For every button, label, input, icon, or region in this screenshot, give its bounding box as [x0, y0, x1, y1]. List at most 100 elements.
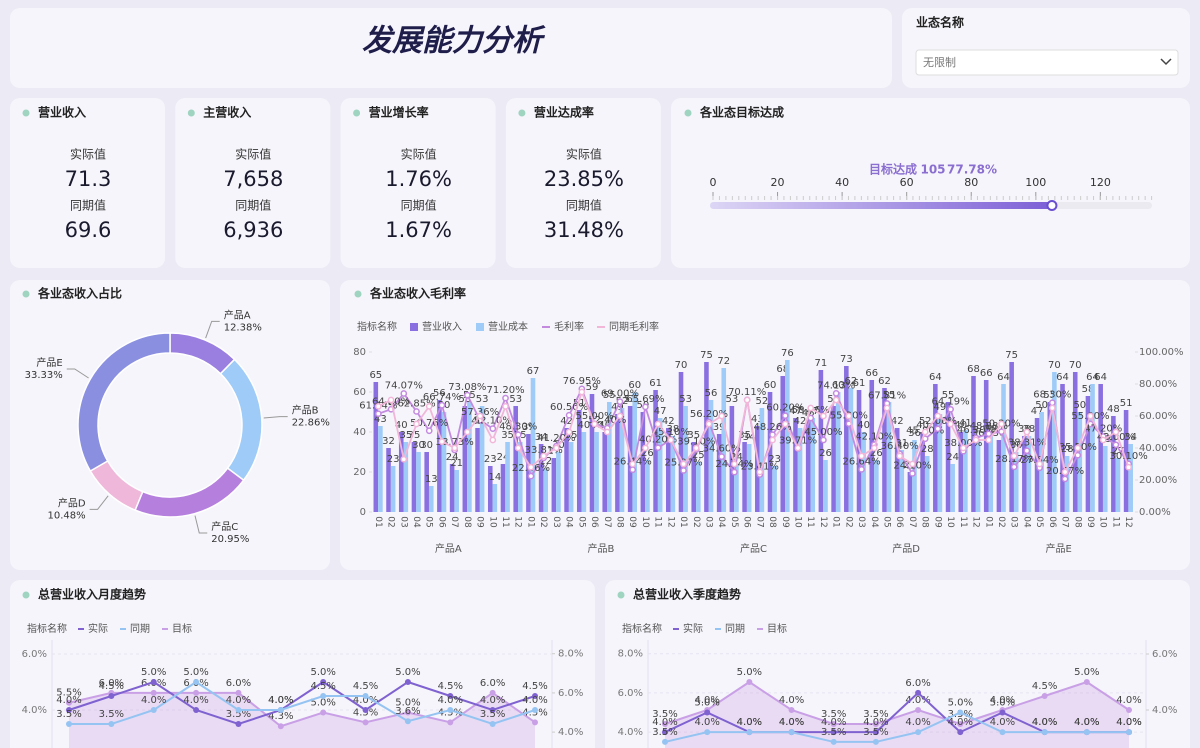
- bar-label: 51: [1120, 398, 1133, 409]
- bar-label: 75: [700, 350, 713, 361]
- line-point: [743, 396, 751, 404]
- bar-label: 65: [369, 370, 382, 381]
- x-tick-label: 01: [678, 516, 688, 527]
- line-point: [999, 729, 1006, 736]
- slice-value: 22.86%: [292, 418, 330, 429]
- y-tick-label: 20: [353, 467, 366, 478]
- x-tick-label: 02: [996, 516, 1006, 527]
- line-point: [603, 428, 611, 436]
- x-tick-label: 10: [640, 516, 650, 528]
- point-label: 4.5%: [353, 681, 378, 692]
- panel-title: 营业达成率: [534, 105, 594, 120]
- bar-label: 52: [756, 396, 769, 407]
- bar-label: 58: [1082, 384, 1095, 395]
- bar: [678, 372, 684, 512]
- x-tick-label: 12: [665, 516, 675, 527]
- bar: [823, 460, 828, 512]
- line-point: [489, 436, 497, 444]
- point-label: 4.0%: [779, 717, 804, 728]
- line: [68, 691, 536, 728]
- line-point: [320, 693, 327, 699]
- line-point: [680, 460, 687, 468]
- bar-label: 24: [446, 452, 459, 463]
- point-label: 4.0%: [694, 695, 719, 706]
- y-tick-label: 4.0%: [618, 727, 643, 738]
- line-point: [1074, 444, 1082, 452]
- line-point: [1087, 412, 1094, 420]
- y2-tick-label: 20.00%: [1139, 475, 1177, 486]
- line-point: [489, 689, 496, 696]
- legend-label: 营业成本: [488, 320, 528, 333]
- chevron: [1160, 58, 1172, 66]
- point-label: 3.5%: [863, 727, 888, 738]
- x-tick-label: 11: [1110, 516, 1120, 527]
- bar: [632, 392, 638, 512]
- bar-label: 43: [751, 414, 764, 425]
- bar-label: 64: [1086, 372, 1099, 383]
- line-point: [540, 452, 548, 460]
- legend-label: 实际: [683, 622, 703, 635]
- point-label: 4.5%: [522, 681, 547, 692]
- kpi-actual-label: 实际值: [70, 147, 106, 162]
- bar: [988, 436, 994, 512]
- line-label: 56.20%: [690, 409, 728, 420]
- line-point: [375, 403, 382, 410]
- kpi-prior-label: 同期值: [401, 198, 437, 213]
- bar-label: 64: [997, 372, 1010, 383]
- line-point: [832, 396, 840, 404]
- line-point: [1083, 679, 1090, 685]
- title-dot: [518, 109, 526, 117]
- x-tick-label: 04: [1021, 516, 1031, 528]
- line-label: 42.00%: [1097, 432, 1135, 443]
- y-tick-label: 6.0%: [22, 649, 47, 660]
- filter-select[interactable]: [915, 49, 1179, 76]
- title-dot: [354, 290, 362, 298]
- x-tick-label: 11: [958, 516, 968, 527]
- point-label: 3.5%: [652, 709, 677, 720]
- line-point: [464, 428, 471, 436]
- line-point: [527, 463, 535, 471]
- y2-tick-label: 40.00%: [1139, 443, 1177, 454]
- line-point: [718, 453, 726, 460]
- line-label: 70.11%: [728, 387, 766, 398]
- point-label: 3.5%: [480, 709, 505, 720]
- group-label: 产品A: [435, 542, 462, 555]
- line-point: [704, 729, 711, 736]
- line-point: [413, 420, 420, 428]
- bar-label: 47: [789, 406, 802, 417]
- bar: [886, 402, 892, 512]
- bar-label: 36: [908, 428, 921, 439]
- y-tick-label: 40: [353, 427, 366, 438]
- bar-label: 59: [586, 382, 599, 393]
- kpi-actual-label: 实际值: [566, 147, 602, 162]
- y-tick-label: 6.0%: [618, 688, 643, 699]
- x-tick-label: 08: [767, 516, 777, 528]
- kpi-prior: 1.67%: [385, 218, 452, 242]
- line-point: [150, 679, 157, 685]
- bar: [492, 484, 498, 512]
- line-point: [1010, 463, 1018, 471]
- line-point: [1112, 428, 1120, 436]
- bar-label: 24: [497, 452, 510, 463]
- line-point: [832, 390, 840, 397]
- bar-label: 38: [667, 424, 680, 435]
- line-point: [921, 428, 929, 436]
- bar-label: 30: [1010, 440, 1023, 451]
- panel-title: 各业态收入毛利率: [369, 286, 466, 301]
- bar-label: 28: [921, 444, 934, 455]
- line-point: [662, 721, 668, 727]
- leader-line: [194, 515, 208, 534]
- bar-label: 40: [916, 420, 929, 431]
- line-point: [375, 410, 382, 418]
- bar-label: 26: [641, 448, 654, 459]
- point-label: 4.0%: [737, 717, 762, 728]
- x-tick-label: 08: [462, 516, 472, 528]
- bar: [1098, 384, 1103, 512]
- bar: [704, 362, 709, 512]
- bar: [594, 432, 599, 512]
- line-label: 34.60%: [703, 444, 741, 455]
- bar-label: 39: [522, 422, 535, 433]
- bar: [996, 440, 1002, 512]
- line-point: [489, 721, 496, 727]
- bar: [924, 456, 930, 512]
